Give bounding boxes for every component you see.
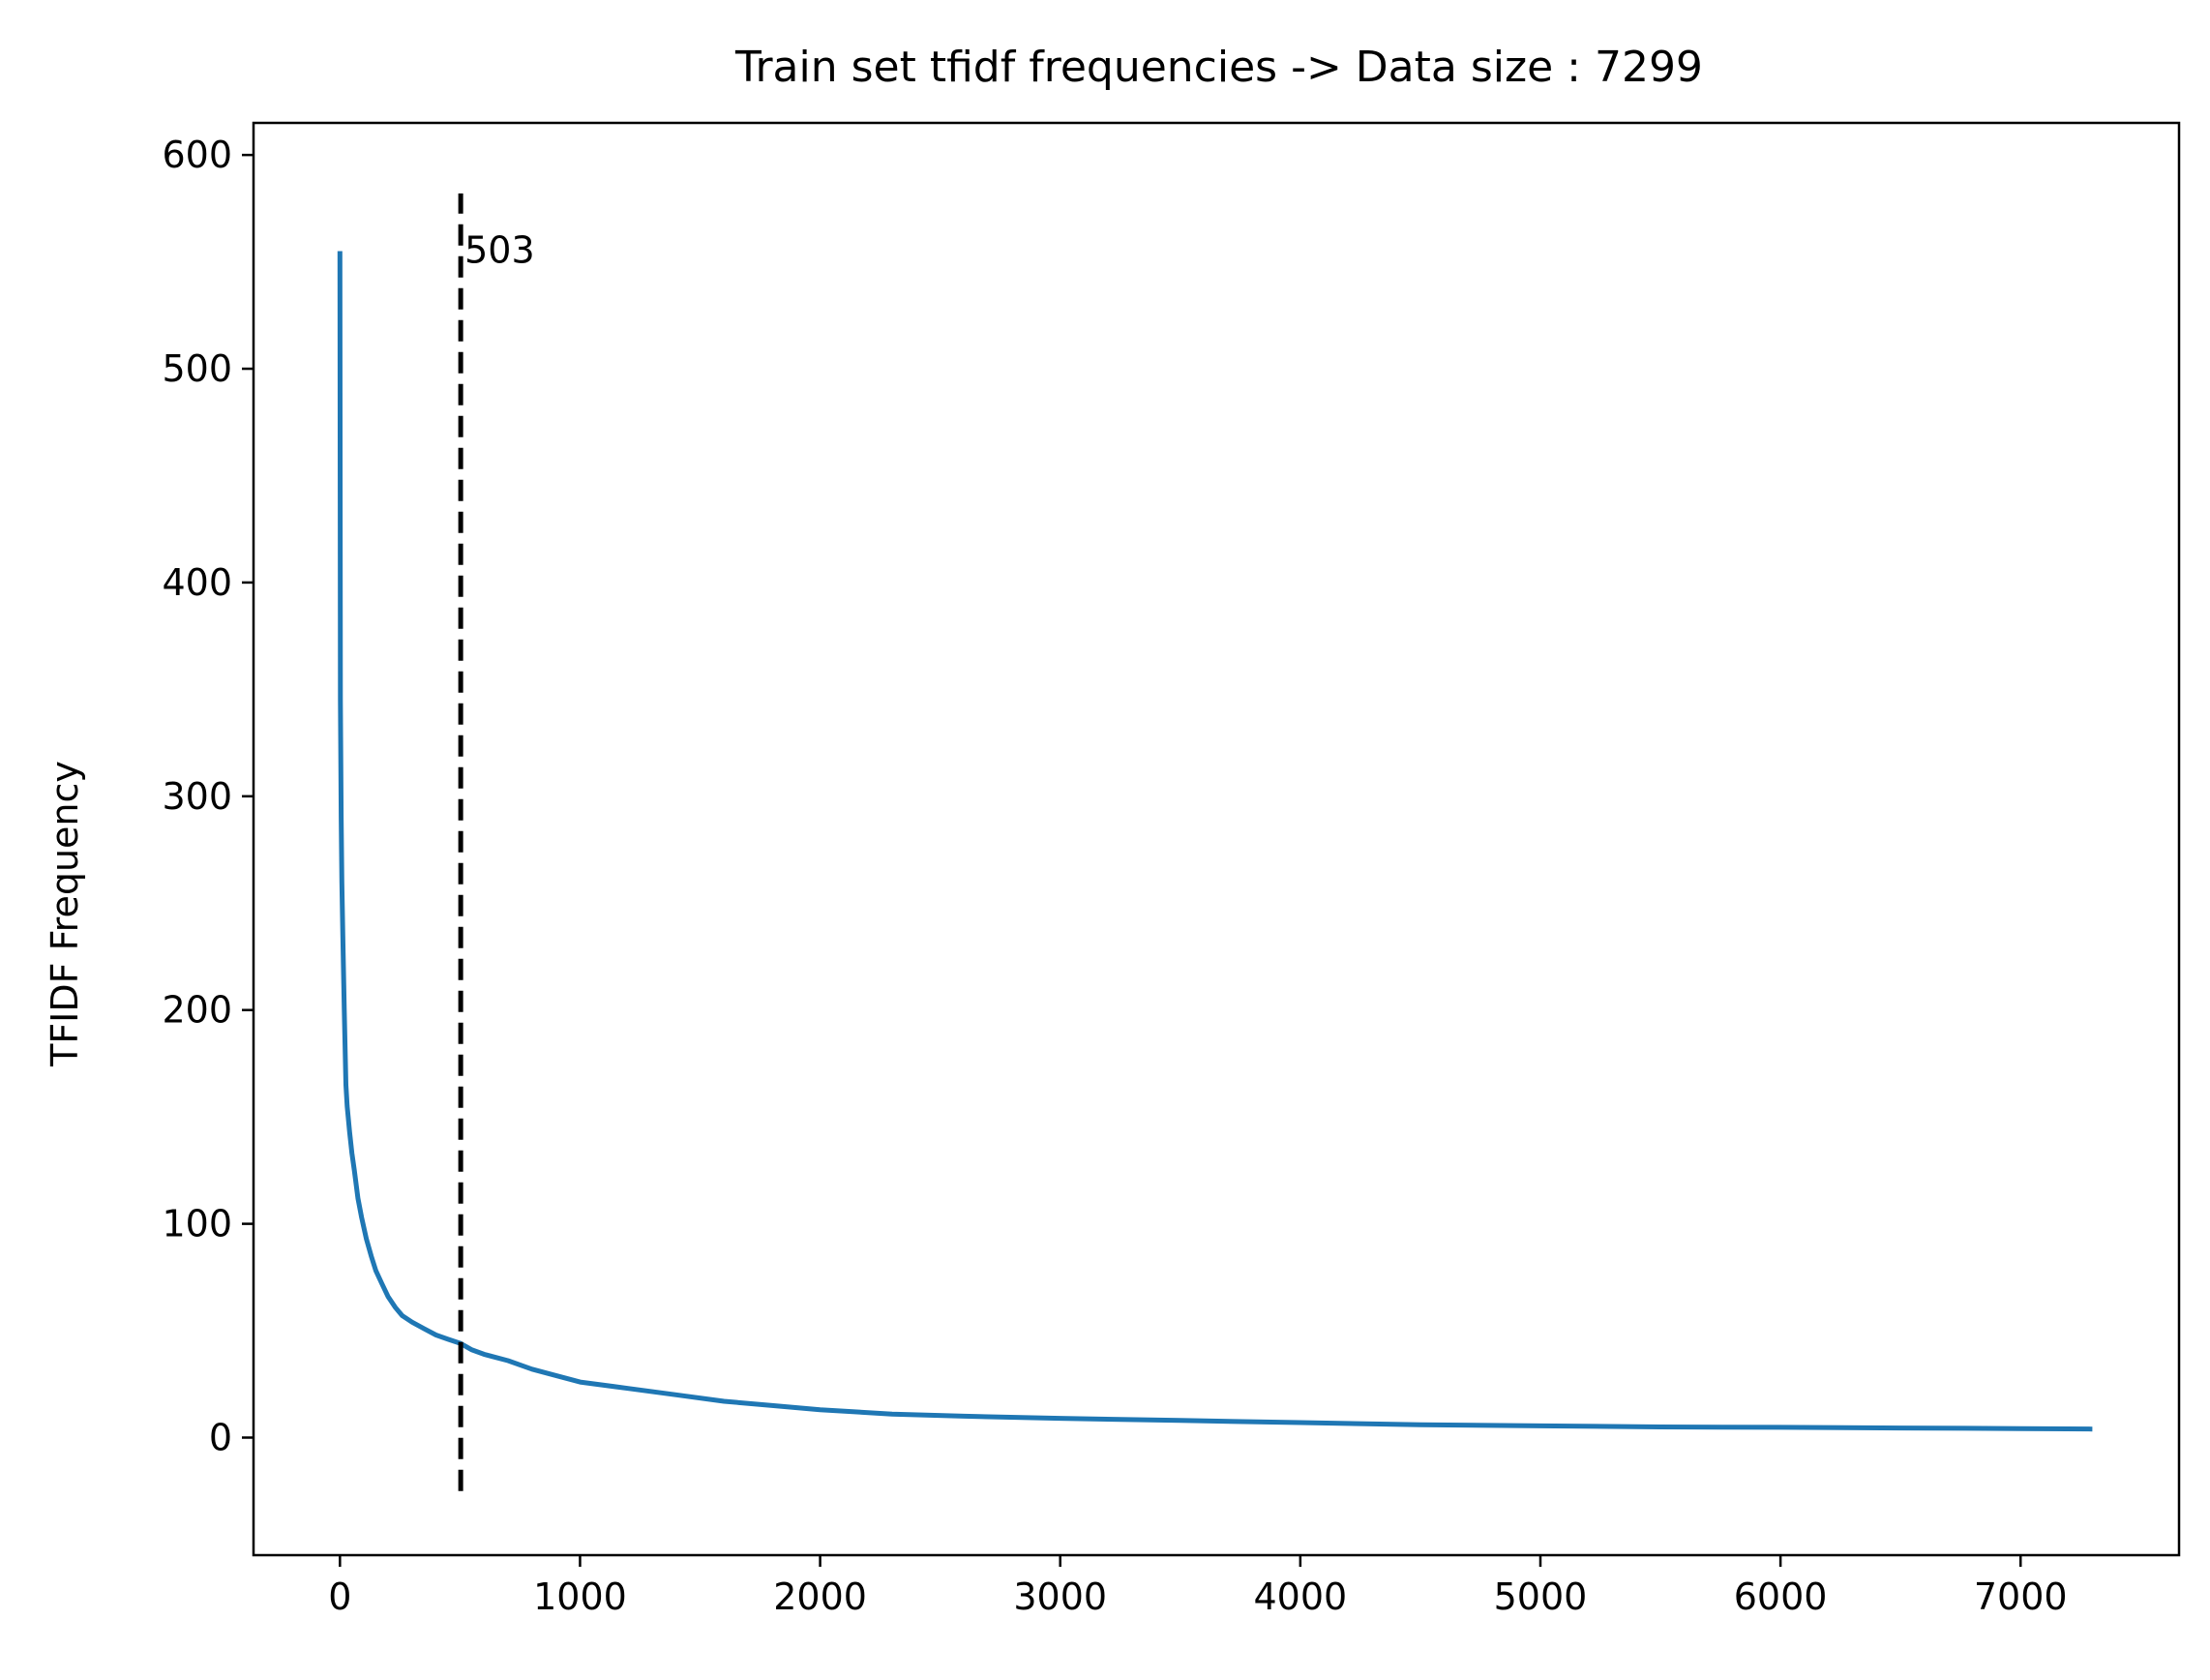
series-line-0: [337, 251, 2093, 1432]
x-tick-label: 5000: [1494, 1575, 1588, 1618]
x-tick-label: 2000: [773, 1575, 867, 1618]
x-tick-label: 4000: [1253, 1575, 1347, 1618]
plot-area: 503 0 1000 2000 3000 4000 5000 6000 7000 0 100 200 3…: [162, 134, 2093, 1618]
annotation-label-0: 503: [464, 228, 535, 271]
y-tick-label: 600: [162, 134, 232, 176]
axes-frame: [252, 121, 2181, 1557]
y-tick-label: 200: [162, 989, 232, 1032]
y-tick-label: 300: [162, 775, 232, 818]
y-tick-label: 0: [209, 1417, 232, 1459]
x-tick-label: 3000: [1013, 1575, 1107, 1618]
y-axis-label: TFIDF Frequency: [44, 761, 86, 1067]
x-tick-label: 6000: [1734, 1575, 1828, 1618]
y-tick-label: 400: [162, 561, 232, 604]
y-tick-label: 500: [162, 347, 232, 390]
chart-title: Train set tfidf frequencies -> Data size…: [734, 43, 1703, 92]
x-tick-label: 1000: [533, 1575, 627, 1618]
x-tick-label: 7000: [1974, 1575, 2068, 1618]
x-tick-label: 0: [328, 1575, 351, 1618]
y-tick-label: 100: [162, 1203, 232, 1245]
